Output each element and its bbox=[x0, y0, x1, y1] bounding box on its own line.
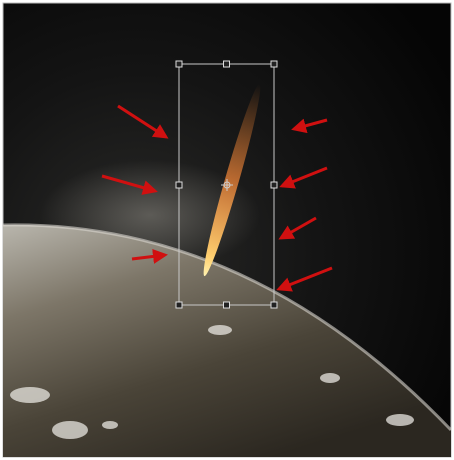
arrows bbox=[101, 104, 333, 292]
clouds bbox=[10, 325, 414, 439]
comet bbox=[203, 83, 261, 277]
atmosphere-rim bbox=[2, 223, 453, 432]
planet bbox=[3, 224, 451, 457]
transform-box[interactable] bbox=[175, 60, 278, 309]
